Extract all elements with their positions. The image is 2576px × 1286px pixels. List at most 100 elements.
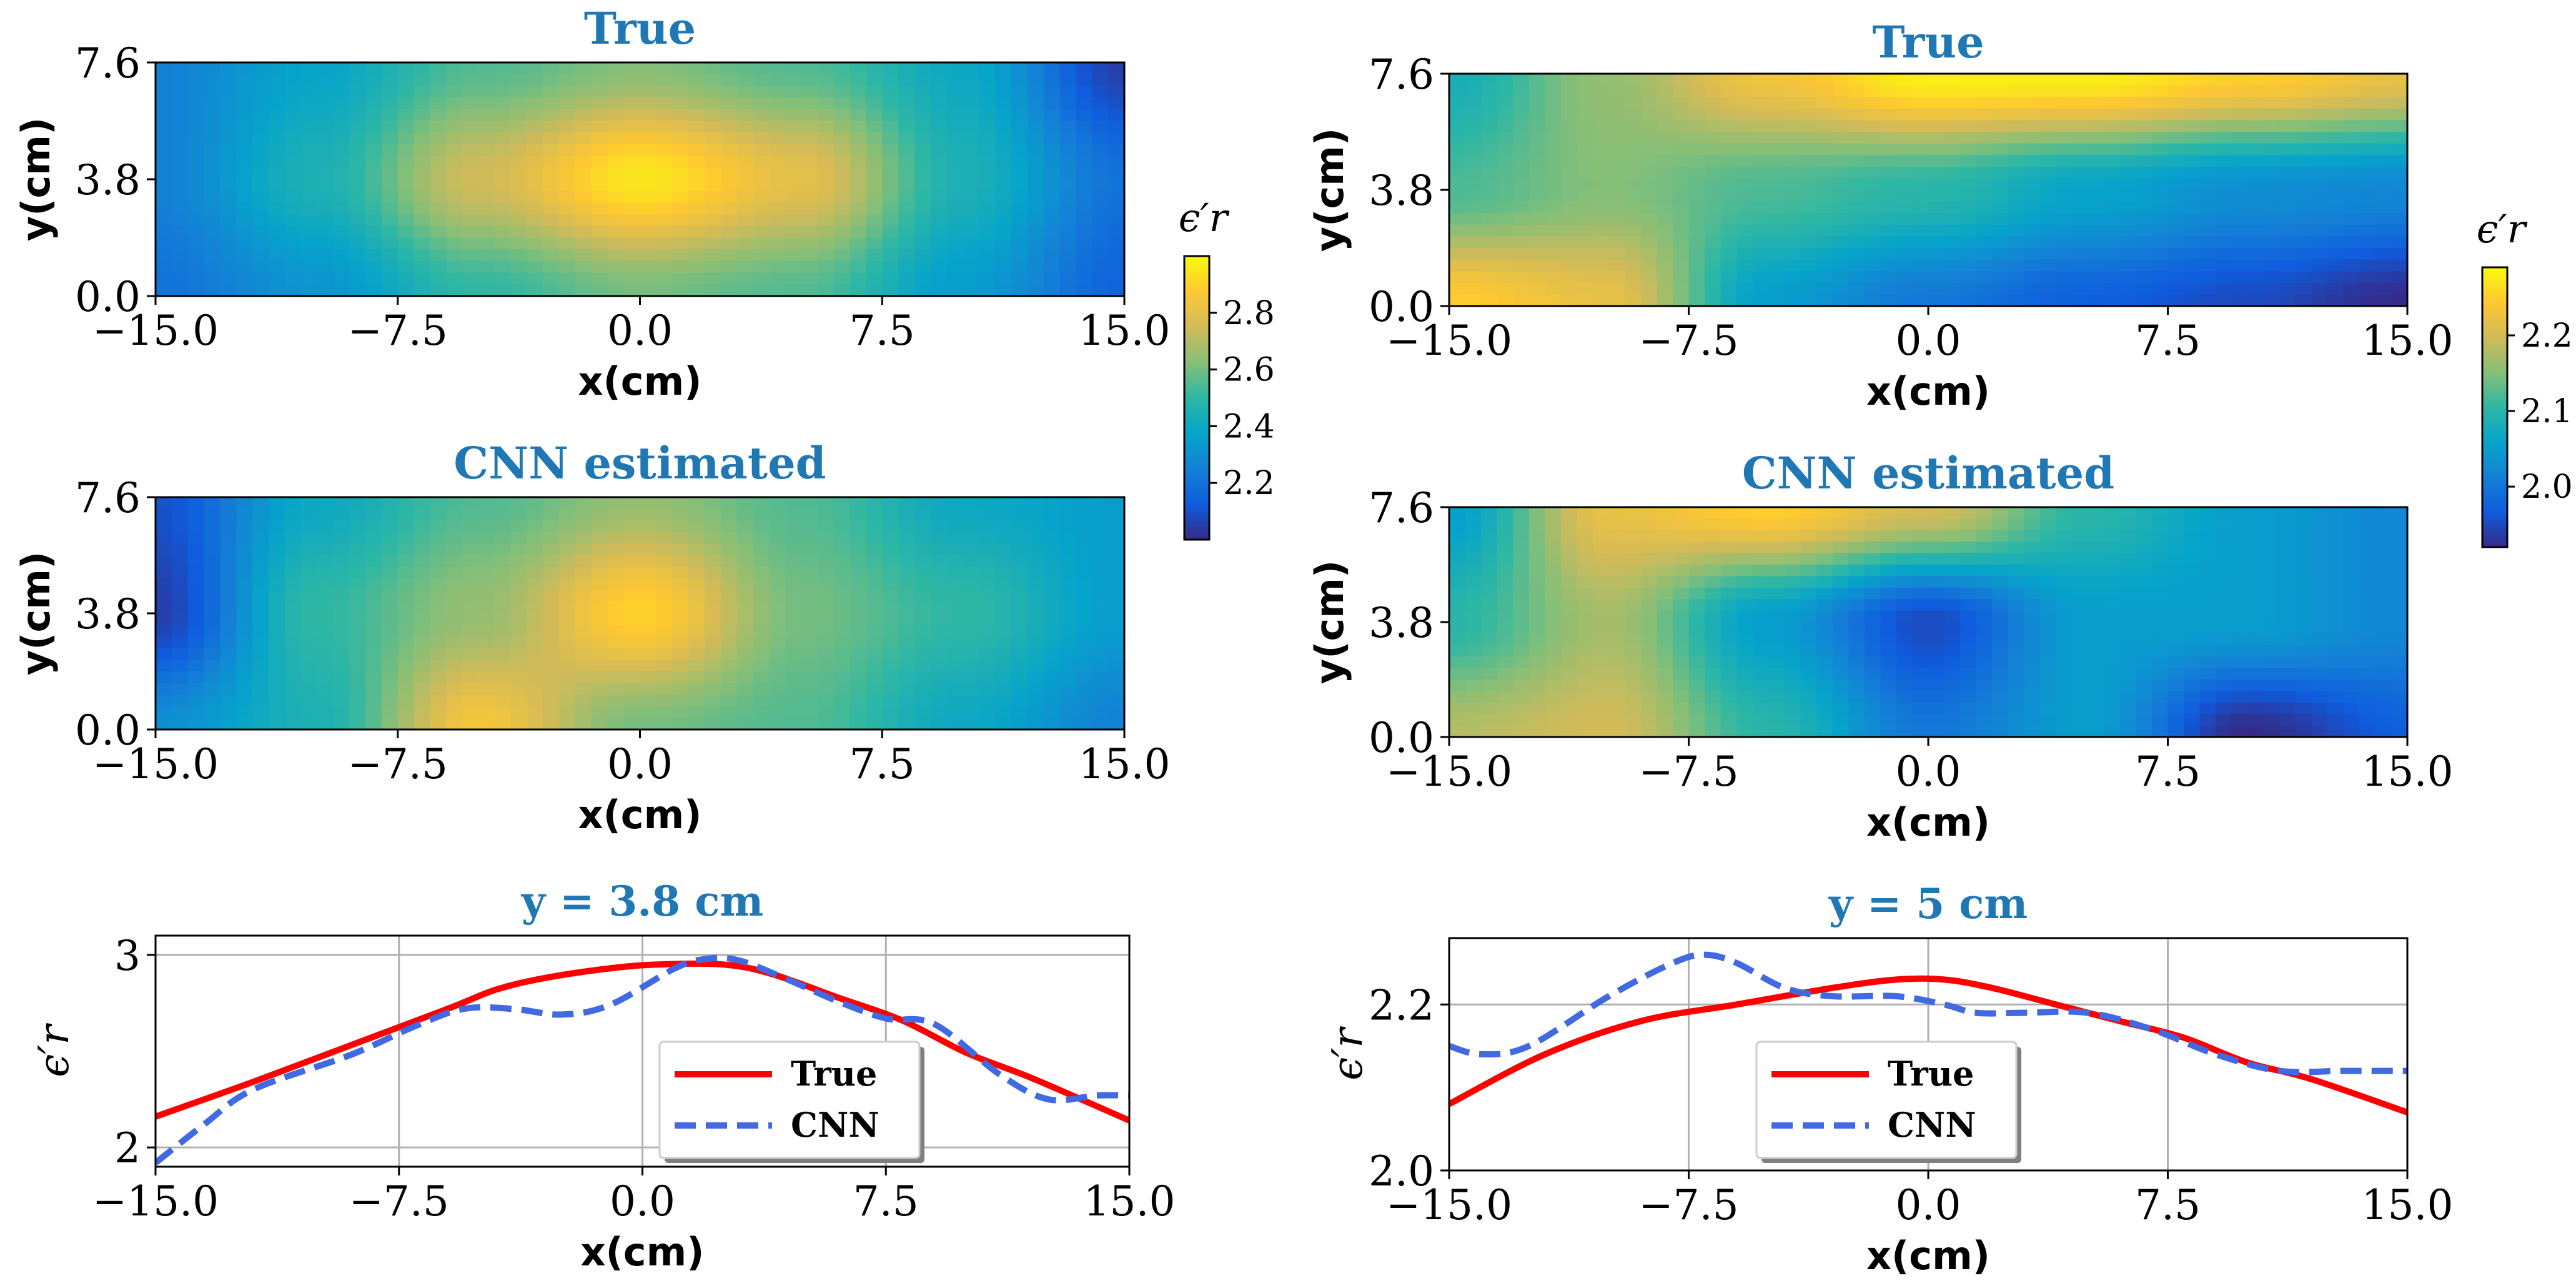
heatmap-cell	[2136, 178, 2152, 190]
heatmap-cell	[2359, 97, 2376, 109]
heatmap-cell	[204, 190, 221, 204]
heatmap-cell	[2375, 691, 2392, 703]
heatmap-cell	[979, 555, 996, 568]
heatmap-cell	[1896, 610, 1913, 623]
heatmap-cell	[1043, 706, 1061, 719]
heatmap-cell	[1513, 576, 1530, 588]
heatmap-cell	[1465, 190, 1482, 202]
heatmap-cell	[2279, 74, 2297, 86]
heatmap-cell	[333, 555, 350, 568]
heatmap-cell	[494, 156, 512, 169]
heatmap-cell	[430, 671, 447, 684]
heatmap-cell	[300, 272, 318, 285]
heatmap-cell	[559, 671, 577, 684]
heatmap-cell	[1513, 542, 1530, 554]
heatmap-cell	[817, 695, 835, 707]
heatmap-cell	[252, 532, 269, 545]
heatmap-cell	[1577, 178, 1594, 190]
heatmap-cell	[672, 156, 690, 169]
heatmap-cell	[1640, 576, 1658, 588]
heatmap-cell	[2311, 271, 2329, 284]
heatmap-cell	[1896, 213, 1913, 225]
heatmap-cell	[1720, 725, 1738, 737]
heatmap-cell	[2167, 294, 2185, 306]
heatmap-cell	[1528, 518, 1546, 531]
heatmap-cell	[1011, 706, 1028, 719]
heatmap-cell	[1720, 155, 1738, 167]
heatmap-cell	[1108, 532, 1124, 545]
heatmap-cell	[688, 190, 705, 204]
heatmap-cell	[1976, 259, 1993, 272]
heatmap-cell	[2359, 565, 2376, 577]
heatmap-cell	[510, 74, 528, 87]
heatmap-cell	[527, 683, 544, 696]
heatmap-cell	[2088, 213, 2105, 225]
heatmap-cell	[704, 590, 721, 603]
heatmap-cell	[1449, 201, 1466, 214]
heatmap-cell	[1800, 294, 1818, 306]
heatmap-cell	[365, 179, 382, 192]
heatmap-cell	[1848, 542, 1865, 554]
heatmap-cell	[833, 566, 851, 580]
heatmap-cell	[1784, 236, 1801, 249]
heatmap-cell	[220, 578, 237, 591]
heatmap-cell	[1992, 542, 2009, 554]
heatmap-cell	[1736, 201, 1753, 214]
heatmap-cell	[2056, 120, 2073, 132]
heatmap-cell	[1465, 553, 1482, 565]
heatmap-cell	[252, 613, 269, 626]
heatmap-cell	[220, 520, 237, 533]
heatmap-cell	[1481, 213, 1498, 225]
heatmap-cell	[1736, 155, 1753, 167]
heatmap-cell	[882, 625, 899, 638]
heatmap-cell	[1027, 532, 1044, 545]
heatmap-cell	[1560, 178, 1578, 190]
heatmap-cell	[2327, 507, 2344, 520]
heatmap-cell	[1944, 565, 1961, 577]
heatmap-cell	[2216, 610, 2232, 623]
heatmap-cell	[2311, 610, 2329, 623]
heatmap-cell	[252, 520, 269, 533]
x-tick-label: 7.5	[2135, 1181, 2201, 1229]
heatmap-cell	[607, 179, 625, 192]
heatmap-cell	[607, 590, 625, 603]
heatmap-cell	[1497, 85, 1514, 98]
heatmap-cell	[1608, 155, 1626, 167]
heatmap-cell	[1027, 625, 1044, 638]
heatmap-cell	[2119, 702, 2137, 715]
heatmap-cell	[543, 706, 560, 719]
heatmap-cell	[414, 590, 431, 603]
heatmap-cell	[1076, 144, 1093, 157]
heatmap-cell	[1832, 622, 1850, 635]
heatmap-cell	[1800, 610, 1818, 623]
heatmap-cell	[753, 109, 770, 122]
heatmap-cell	[720, 520, 738, 533]
heatmap-cell	[1736, 633, 1753, 646]
heatmap-cell	[2056, 74, 2073, 86]
heatmap-cell	[510, 156, 528, 169]
heatmap-cell	[204, 202, 221, 215]
heatmap-cell	[1593, 201, 1610, 214]
heatmap-cell	[365, 62, 382, 75]
heatmap-cell	[1880, 714, 1897, 726]
heatmap-cell	[817, 249, 835, 262]
y-tick-label: 7.6	[75, 39, 141, 87]
heatmap-cell	[1705, 587, 1721, 600]
heatmap-cell	[1752, 645, 1770, 658]
heatmap-cell	[2119, 668, 2137, 680]
heatmap-cell	[1832, 259, 1850, 272]
heatmap-cell	[2247, 633, 2264, 646]
heatmap-cell	[171, 237, 189, 250]
heatmap-cell	[1011, 62, 1028, 75]
heatmap-cell	[1657, 599, 1673, 611]
heatmap-cell	[1672, 132, 1690, 144]
heatmap-cell	[446, 625, 463, 638]
heatmap-cell	[785, 695, 802, 707]
heatmap-cell	[2088, 668, 2105, 680]
heatmap-cell	[1497, 201, 1514, 214]
heatmap-cell	[2136, 85, 2152, 98]
heatmap-cell	[833, 520, 851, 533]
heatmap-cell	[446, 202, 463, 215]
heatmap-cell	[640, 202, 657, 215]
heatmap-cell	[1560, 622, 1578, 635]
